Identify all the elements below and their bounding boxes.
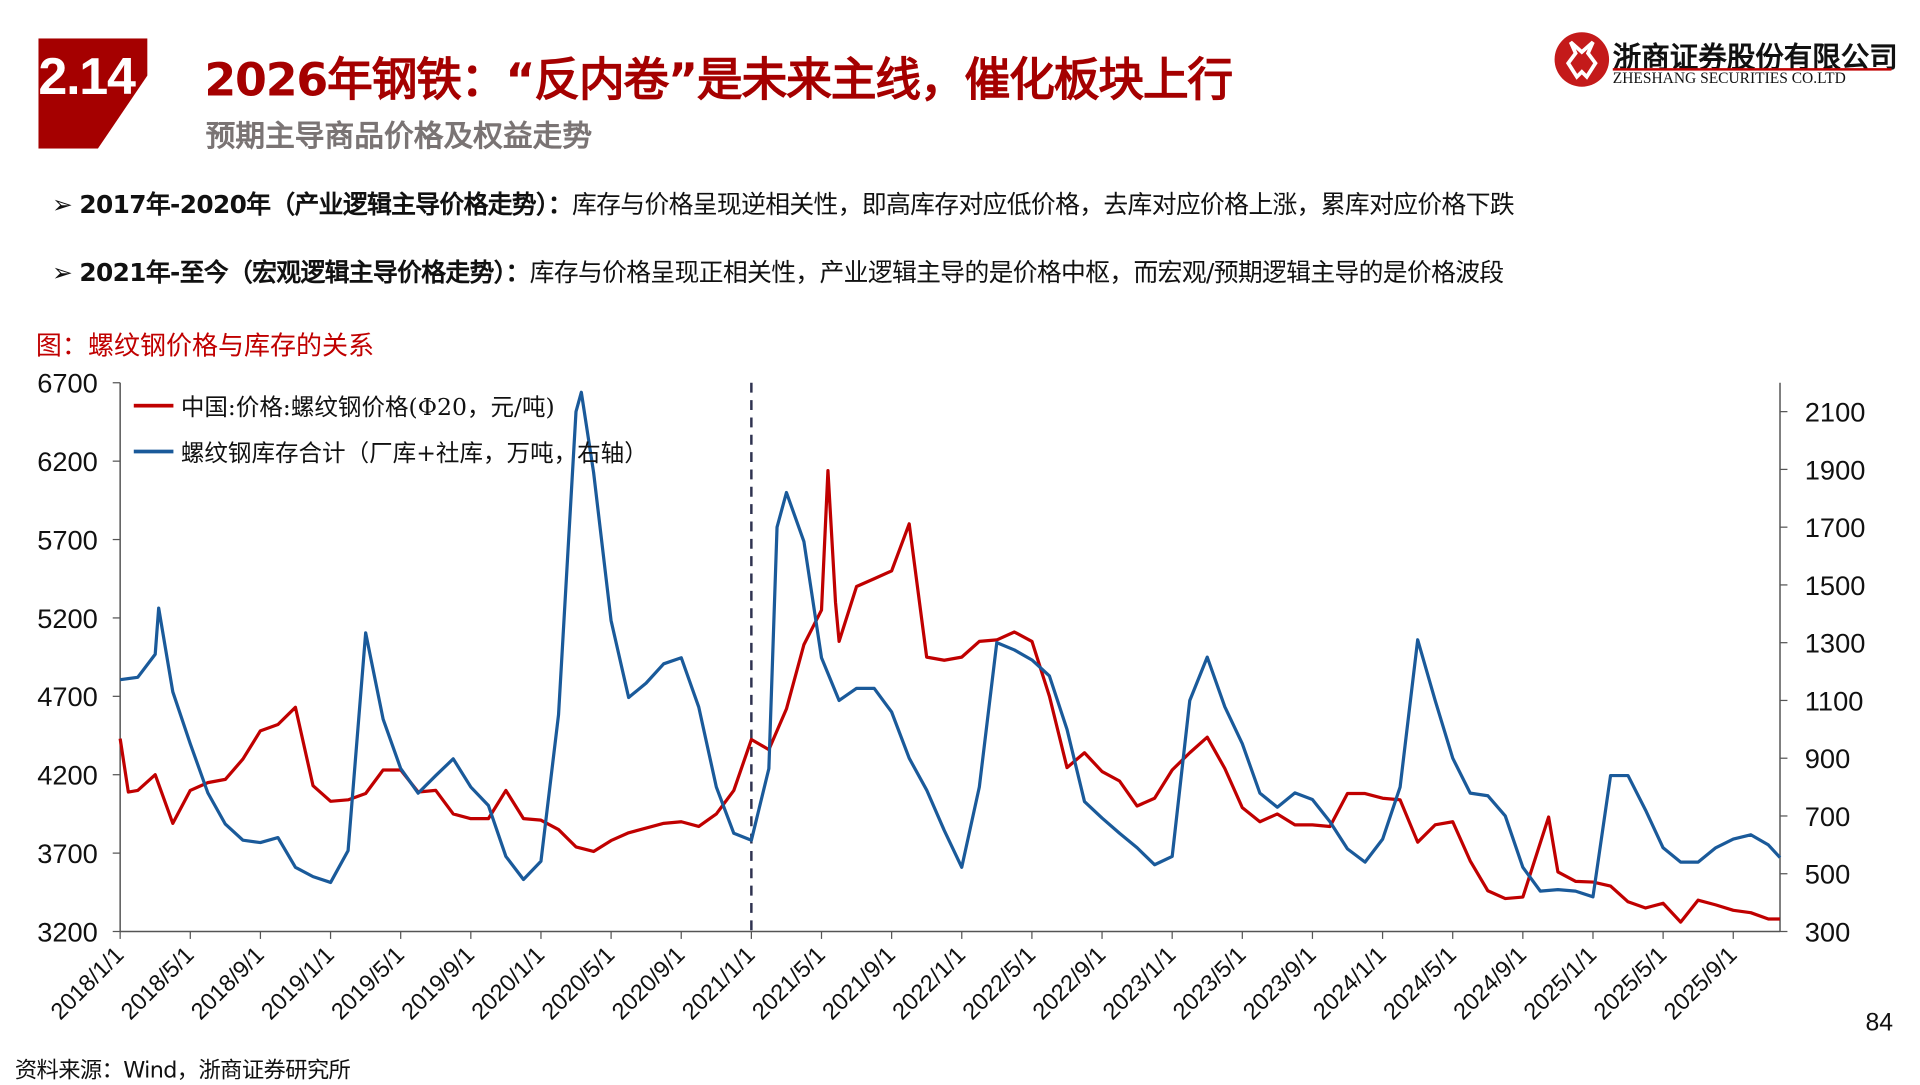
bullet-text: 库存与价格呈现逆相关性，即高库存对应低价格，去库对应价格上涨，累库对应价格下跌 (571, 189, 1515, 220)
x-tick-label: 2020/5/1 (536, 941, 619, 1024)
x-tick-label: 2021/1/1 (677, 941, 760, 1024)
left-tick-label: 4700 (37, 681, 98, 712)
figure-title: 图：螺纹钢价格与库存的关系 (35, 330, 375, 361)
x-tick-label: 2023/9/1 (1238, 941, 1321, 1024)
x-tick-label: 2022/5/1 (957, 941, 1040, 1024)
x-tick-label: 2022/9/1 (1027, 941, 1110, 1024)
x-tick-label: 2025/9/1 (1659, 941, 1742, 1024)
left-tick-label: 3700 (37, 838, 98, 869)
legend-item-price: 中国:价格:螺纹钢价格(Φ20，元/吨) (133, 389, 555, 422)
x-tick-label: 2022/1/1 (887, 941, 970, 1024)
left-tick-label: 5700 (37, 524, 98, 555)
right-tick-label: 1900 (1805, 454, 1866, 485)
left-tick-label: 6700 (37, 368, 98, 399)
x-tick-label: 2018/1/1 (46, 941, 129, 1024)
right-tick-label: 2100 (1805, 397, 1866, 428)
company-logo-icon (1554, 32, 1610, 87)
section-number: 2.14 (38, 47, 136, 106)
right-tick-label: 1300 (1805, 628, 1866, 659)
bullet-point: ➢ 2017年-2020年（产业逻辑主导价格走势）：库存与价格呈现逆相关性，即高… (52, 189, 1515, 220)
company-name-en: ZHESHANG SECURITIES CO.LTD (1612, 69, 1846, 87)
x-tick-label: 2024/1/1 (1308, 941, 1391, 1024)
left-tick-label: 4200 (37, 760, 98, 791)
price-series-line (118, 468, 1781, 924)
bullet-point: ➢ 2021年-至今（宏观逻辑主导价格走势）：库存与价格呈现正相关性，产业逻辑主… (52, 257, 1505, 288)
bullet-text: 库存与价格呈现正相关性，产业逻辑主导的是价格中枢，而宏观/预期逻辑主导的是价格波… (529, 257, 1505, 288)
page-number: 84 (1865, 1009, 1894, 1037)
x-tick-label: 2019/1/1 (256, 941, 339, 1024)
x-tick-label: 2024/5/1 (1378, 941, 1461, 1024)
left-tick-label: 3200 (37, 916, 98, 947)
right-tick-label: 700 (1805, 801, 1850, 832)
page-title: 2026年钢铁：“反内卷”是未来主线，催化板块上行 (204, 53, 1233, 107)
logo-divider (1612, 68, 1892, 71)
page-subtitle: 预期主导商品价格及权益走势 (205, 118, 593, 154)
legend-label: 中国:价格:螺纹钢价格(Φ20，元/吨) (180, 393, 555, 422)
x-tick-label: 2020/9/1 (607, 941, 690, 1024)
x-tick-label: 2021/9/1 (817, 941, 900, 1024)
x-tick-label: 2023/1/1 (1098, 941, 1181, 1024)
source-note: 资料来源：Wind，浙商证券研究所 (14, 1057, 351, 1084)
x-tick-label: 2019/5/1 (326, 941, 409, 1024)
x-tick-label: 2020/1/1 (466, 941, 549, 1024)
right-tick-label: 300 (1805, 916, 1850, 947)
section-badge (38, 38, 148, 149)
right-tick-label: 1500 (1805, 570, 1866, 601)
bullet-heading: 2017年-2020年（产业逻辑主导价格走势）： (79, 189, 572, 220)
x-tick-label: 2023/5/1 (1168, 941, 1251, 1024)
right-tick-label: 1700 (1805, 512, 1866, 543)
x-tick-label: 2025/5/1 (1588, 941, 1671, 1024)
right-tick-label: 500 (1805, 859, 1850, 890)
x-tick-label: 2018/5/1 (116, 941, 199, 1024)
x-tick-label: 2019/9/1 (396, 941, 479, 1024)
bullet-heading: 2021年-至今（宏观逻辑主导价格走势）： (79, 257, 530, 288)
right-tick-label: 1100 (1805, 685, 1864, 716)
inventory-series-line (119, 390, 1782, 899)
legend-swatch (133, 449, 174, 454)
legend-label: 螺纹钢库存合计（厂库+社库，万吨，右轴） (180, 439, 648, 467)
legend-swatch (133, 403, 174, 408)
left-tick-label: 6200 (37, 446, 98, 477)
x-tick-label: 2024/9/1 (1448, 941, 1531, 1024)
x-tick-label: 2021/5/1 (747, 941, 830, 1024)
legend-item-inventory: 螺纹钢库存合计（厂库+社库，万吨，右轴） (133, 435, 648, 468)
x-tick-label: 2018/9/1 (186, 941, 269, 1024)
x-tick-label: 2025/1/1 (1518, 941, 1601, 1024)
left-tick-label: 5200 (37, 603, 98, 634)
right-tick-label: 900 (1805, 743, 1850, 774)
